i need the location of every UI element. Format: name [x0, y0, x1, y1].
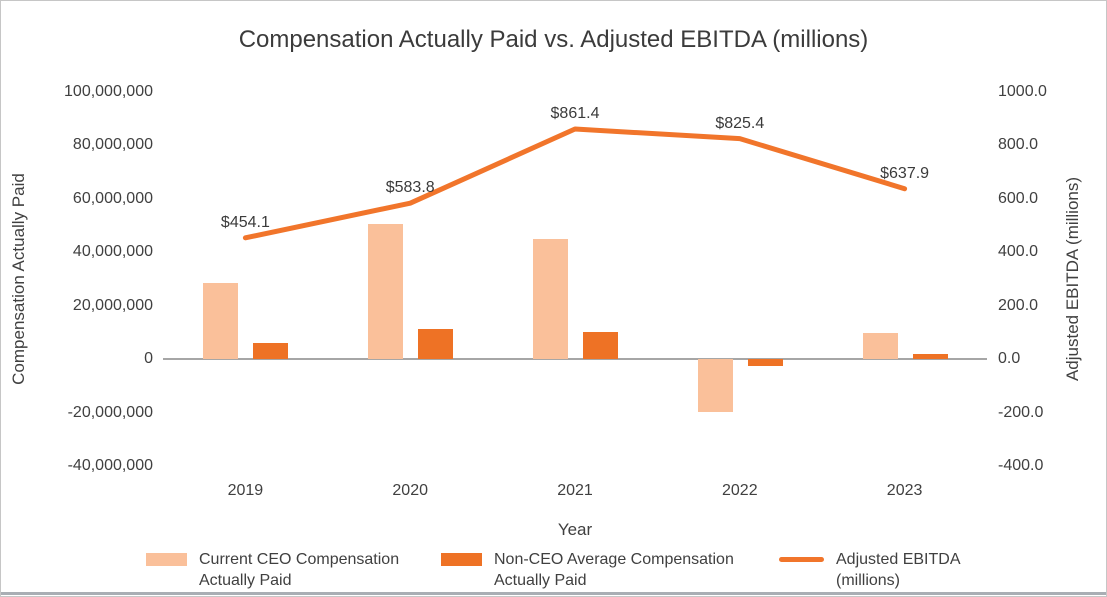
chart-title: Compensation Actually Paid vs. Adjusted … — [238, 26, 869, 53]
right-axis-tick: 600.0 — [998, 189, 1039, 207]
line-data-label: $583.8 — [385, 179, 435, 197]
x-axis-baseline — [163, 358, 987, 361]
current-ceo-compensation-actually-paid-bar-2022 — [697, 359, 733, 412]
right-axis-tick: -200.0 — [998, 403, 1044, 421]
right-axis-tick: 1000.0 — [998, 83, 1047, 100]
x-axis-tick: 2021 — [557, 482, 593, 499]
left-axis-tick: 20,000,000 — [72, 296, 153, 314]
non-ceo-average-compensation-actually-paid-bar-2022 — [747, 359, 783, 367]
x-axis-tick: 2023 — [886, 482, 923, 499]
legend-item-adjusted-ebitda: Adjusted EBITDA (millions) — [779, 549, 986, 591]
left-axis-tick: 80,000,000 — [72, 136, 153, 154]
non-ceo-average-compensation-actually-paid-bar-2019 — [253, 342, 289, 360]
left-axis-tick: -40,000,000 — [67, 457, 153, 474]
legend-item-current-ceo: Current CEO Compensation Actually Paid — [146, 549, 429, 591]
line-data-label: $454.1 — [220, 213, 270, 231]
current-ceo-compensation-actually-paid-bar-2020 — [368, 224, 404, 360]
adjusted-ebitda-line-swatch — [779, 557, 824, 562]
right-axis-tick: 200.0 — [998, 296, 1039, 314]
legend-item-non-ceo: Non-CEO Average Compensation Actually Pa… — [441, 549, 744, 591]
x-axis-title: Year — [557, 520, 593, 539]
non-ceo-bar-swatch — [441, 553, 482, 566]
x-axis-tick: 2022 — [722, 482, 758, 499]
left-axis-tick: 60,000,000 — [72, 189, 153, 207]
left-axis-tick: 40,000,000 — [72, 243, 153, 261]
non-ceo-average-compensation-actually-paid-bar-2021 — [583, 332, 618, 360]
current-ceo-compensation-actually-paid-bar-2023 — [862, 333, 898, 360]
legend-label-current-ceo: Current CEO Compensation Actually Paid — [199, 551, 400, 589]
left-axis-tick: -20,000,000 — [67, 403, 153, 421]
line-data-label: $825.4 — [715, 114, 765, 132]
right-axis-tick: 0.0 — [998, 350, 1021, 368]
right-axis-tick: 800.0 — [998, 136, 1039, 154]
x-axis-tick: 2019 — [227, 482, 264, 499]
adjusted-ebitda-millions-line-path — [242, 126, 908, 241]
bottom-border — [1, 592, 1106, 595]
line-data-label: $637.9 — [880, 164, 930, 182]
line-data-label: $861.4 — [550, 105, 600, 123]
current-ceo-compensation-actually-paid-bar-2019 — [203, 283, 239, 360]
current-ceo-bar-swatch — [146, 553, 187, 566]
right-axis-tick: 400.0 — [998, 243, 1039, 261]
non-ceo-average-compensation-actually-paid-bar-2023 — [912, 353, 948, 360]
current-ceo-compensation-actually-paid-bar-2021 — [533, 238, 568, 360]
right-axis-tick: -400.0 — [998, 457, 1044, 474]
legend-label-non-ceo: Non-CEO Average Compensation Actually Pa… — [494, 551, 734, 589]
left-axis-tick: 100,000,000 — [64, 83, 153, 100]
left-axis-tick: 0 — [144, 350, 153, 368]
legend-label-adjusted-ebitda: Adjusted EBITDA (millions) — [836, 551, 960, 589]
non-ceo-average-compensation-actually-paid-bar-2020 — [418, 329, 454, 360]
legend: Current CEO Compensation Actually Paid N… — [1, 549, 1106, 595]
x-axis-tick: 2020 — [392, 482, 428, 499]
